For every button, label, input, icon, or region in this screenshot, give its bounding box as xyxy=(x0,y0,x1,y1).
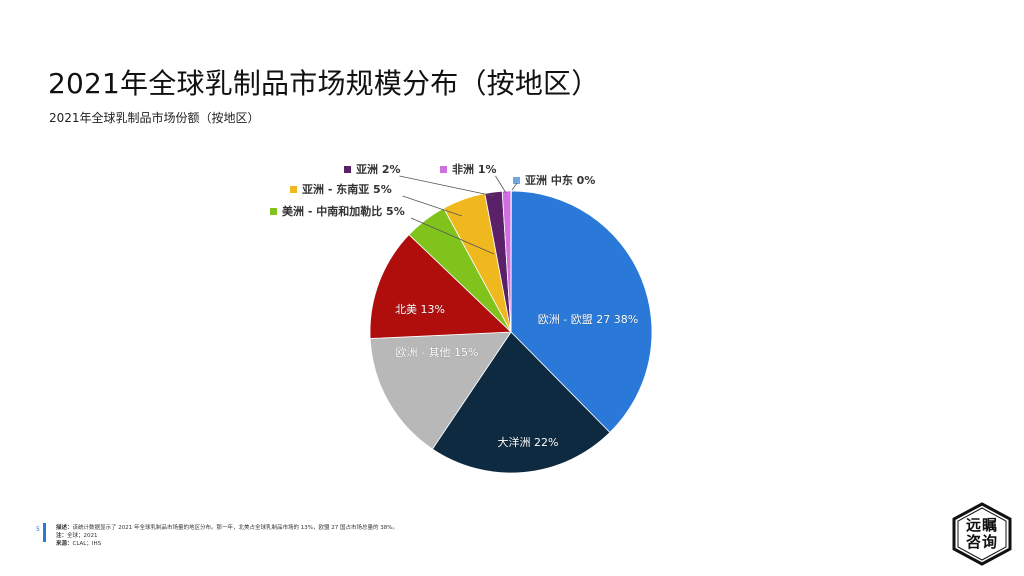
slice-data-label: 亚洲 - 东南亚 5% xyxy=(302,182,392,196)
slice-data-label: 欧洲 - 其他 15% xyxy=(396,346,479,359)
page-title: 2021年全球乳制品市场规模分布（按地区） xyxy=(48,67,600,100)
description-line: 描述：该统计数据显示了 2021 年全球乳制品市场量的地区分布。那一年，北美占全… xyxy=(56,524,398,532)
legend-marker xyxy=(290,186,297,193)
source-label: 来源： xyxy=(56,541,73,547)
logo-line-2: 咨询 xyxy=(965,533,998,551)
page-number: 5 xyxy=(36,526,40,533)
leader-line xyxy=(495,175,507,194)
pie-slice xyxy=(369,234,512,339)
footer-notes: 描述：该统计数据显示了 2021 年全球乳制品市场量的地区分布。那一年，北美占全… xyxy=(56,524,398,548)
slice-data-label: 亚洲 2% xyxy=(356,163,401,176)
logo-text: 远瞩 咨询 xyxy=(950,517,1014,551)
slice-data-label: 亚洲 中东 0% xyxy=(525,173,595,187)
leader-line xyxy=(399,175,495,197)
note-line: 注：全球；2021 xyxy=(56,532,398,540)
leader-line xyxy=(402,195,463,217)
slice-data-label: 非洲 1% xyxy=(452,162,497,176)
slice-data-label: 大洋洲 22% xyxy=(498,435,559,449)
source-line: 来源：CLAL；IHS xyxy=(56,540,398,548)
slice-data-label: 欧洲 - 欧盟 27 38% xyxy=(538,313,638,326)
source-text: CLAL；IHS xyxy=(72,541,102,547)
description-label: 描述： xyxy=(56,525,73,531)
footer-accent-bar xyxy=(43,523,46,542)
logo-line-1: 远瞩 xyxy=(965,516,998,534)
leader-line xyxy=(410,217,495,255)
pie-slice xyxy=(510,190,653,434)
pie-slice xyxy=(369,331,512,450)
note-text: 全球；2021 xyxy=(67,533,98,539)
logo-hexagon-icon xyxy=(952,502,1012,566)
chart-subtitle: 2021年全球乳制品市场份额（按地区） xyxy=(49,111,260,125)
brand-logo: 远瞩 咨询 xyxy=(950,502,1014,566)
description-text: 该统计数据显示了 2021 年全球乳制品市场量的地区分布。那一年，北美占全球乳制… xyxy=(72,525,398,531)
note-label: 注： xyxy=(56,533,68,539)
legend-marker xyxy=(513,177,520,184)
pie-slice xyxy=(431,331,611,474)
legend-marker xyxy=(344,166,351,173)
slice-data-label: 美洲 - 中南和加勒比 5% xyxy=(282,204,405,218)
legend-marker xyxy=(440,166,447,173)
legend-marker xyxy=(270,208,277,215)
leader-line xyxy=(511,182,518,191)
slice-data-label: 北美 13% xyxy=(395,303,445,316)
